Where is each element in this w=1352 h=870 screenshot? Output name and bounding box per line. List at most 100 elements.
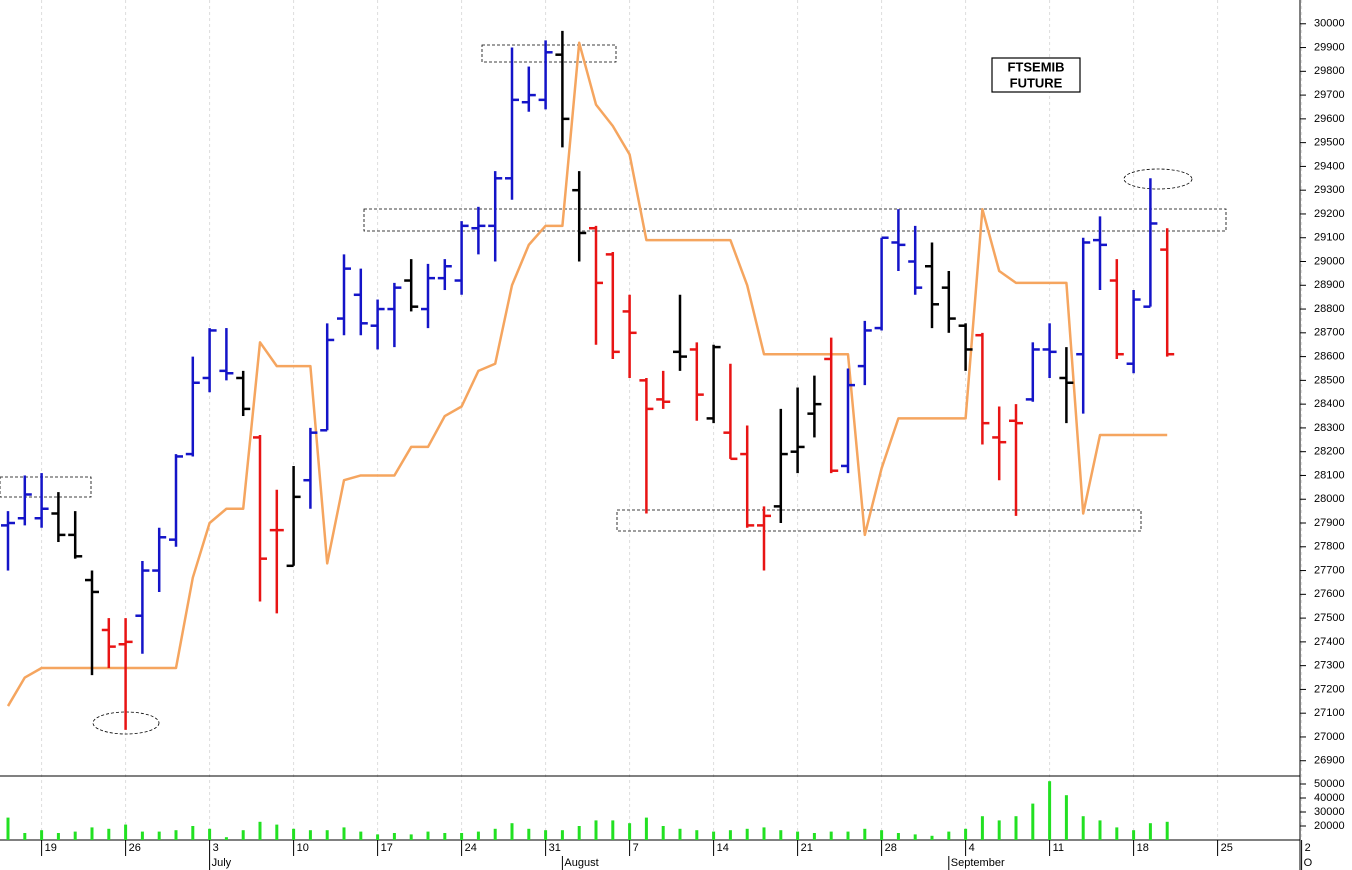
month-label: O: [1304, 857, 1313, 869]
volume-bar: [712, 831, 716, 840]
volume-bar: [325, 830, 329, 840]
grid: [41, 0, 1303, 840]
volume-bar: [476, 831, 480, 840]
volume-bar: [829, 831, 833, 840]
month-label: August: [564, 857, 598, 869]
y-tick-label: 28700: [1314, 327, 1345, 339]
volume-bar: [6, 817, 10, 840]
volume-bar: [1014, 816, 1018, 840]
volume-bar: [678, 828, 682, 840]
volume-bar: [644, 817, 648, 840]
volume-bar: [762, 827, 766, 840]
volume-bar: [392, 833, 396, 840]
volume-bar: [426, 831, 430, 840]
y-tick-label: 27200: [1314, 683, 1345, 695]
volume-bar: [1132, 830, 1136, 840]
volume-bar: [980, 816, 984, 840]
x-tick-label: 11: [1053, 842, 1064, 854]
y-tick-label: 27400: [1314, 636, 1345, 648]
y-tick-label: 28300: [1314, 422, 1345, 434]
y-tick-label: 27500: [1314, 612, 1345, 624]
volume-bar: [1064, 795, 1068, 840]
volume-bar: [577, 826, 581, 840]
x-tick-label: 7: [633, 842, 639, 854]
annotation-box: [363, 208, 1227, 232]
volume-bar: [997, 820, 1001, 840]
volume-bar: [258, 821, 262, 840]
volume-bar: [460, 833, 464, 840]
volume-bar: [661, 826, 665, 840]
volume-bar: [23, 833, 27, 840]
y-tick-label: 27700: [1314, 564, 1345, 576]
y-tick-label: 27000: [1314, 731, 1345, 743]
volume-bar: [174, 830, 178, 840]
x-tick-label: 31: [549, 842, 561, 854]
volume-tick-label: 20000: [1314, 820, 1345, 832]
volume-bar: [863, 828, 867, 840]
y-tick-label: 27800: [1314, 541, 1345, 553]
volume-bar: [107, 828, 111, 840]
volume-bar: [140, 831, 144, 840]
volume-tick-label: 30000: [1314, 806, 1345, 818]
x-tick-label: 14: [717, 842, 729, 854]
volume-bar: [124, 824, 128, 840]
y-tick-label: 28600: [1314, 351, 1345, 363]
volume-bar: [1031, 803, 1035, 840]
x-tick-label: 25: [1221, 842, 1233, 854]
volume-bar: [56, 833, 60, 840]
y-tick-label: 29300: [1314, 184, 1345, 196]
volume-bar: [1148, 823, 1152, 840]
y-tick-label: 26900: [1314, 755, 1345, 767]
volume-bar: [292, 828, 296, 840]
y-tick-label: 29400: [1314, 160, 1345, 172]
volume-bar: [359, 831, 363, 840]
volume-bar: [443, 833, 447, 840]
volume-bar: [628, 823, 632, 840]
annotation-box: [616, 509, 1142, 532]
volume-bar: [208, 828, 212, 840]
volume-bar: [1115, 827, 1119, 840]
volume-bar: [964, 828, 968, 840]
volume-bar: [560, 830, 564, 840]
volume-bar: [409, 834, 413, 840]
volume-bar: [1098, 820, 1102, 840]
volume-bar: [544, 830, 548, 840]
label-box: [991, 57, 1081, 93]
volume-bar: [880, 830, 884, 840]
x-tick-label: 19: [45, 842, 57, 854]
x-tick-label: 18: [1137, 842, 1149, 854]
volume-bar: [728, 830, 732, 840]
volume-bar: [73, 831, 77, 840]
volume-bar: [812, 833, 816, 840]
volume-bar: [1081, 816, 1085, 840]
month-label: July: [212, 857, 232, 869]
volume-bar: [896, 833, 900, 840]
x-tick-label: 2: [1305, 842, 1311, 854]
y-tick-label: 28900: [1314, 279, 1345, 291]
x-tick-label: 4: [969, 842, 975, 854]
signal-line: [6, 41, 1168, 707]
annotation-box: [0, 476, 92, 498]
y-tick-label: 27300: [1314, 660, 1345, 672]
volume-bar: [1165, 821, 1169, 840]
volume-bar: [493, 828, 497, 840]
y-tick-label: 29200: [1314, 208, 1345, 220]
y-tick-label: 28100: [1314, 469, 1345, 481]
x-tick-label: 10: [297, 842, 309, 854]
volume-bar: [275, 824, 279, 840]
x-tick-label: 17: [381, 842, 393, 854]
volume-bar: [527, 828, 531, 840]
x-tick-label: 21: [801, 842, 813, 854]
volume-bar: [1048, 781, 1052, 840]
annotation-ellipse: [1123, 168, 1193, 190]
volume-bar: [224, 837, 228, 840]
volume-bar: [40, 830, 44, 840]
label-line: FTSEMIB: [1007, 59, 1064, 74]
x-tick-label: 3: [213, 842, 219, 854]
x-tick-label: 26: [129, 842, 141, 854]
volume-bar: [947, 831, 951, 840]
y-tick-label: 28200: [1314, 446, 1345, 458]
y-tick-label: 27600: [1314, 588, 1345, 600]
